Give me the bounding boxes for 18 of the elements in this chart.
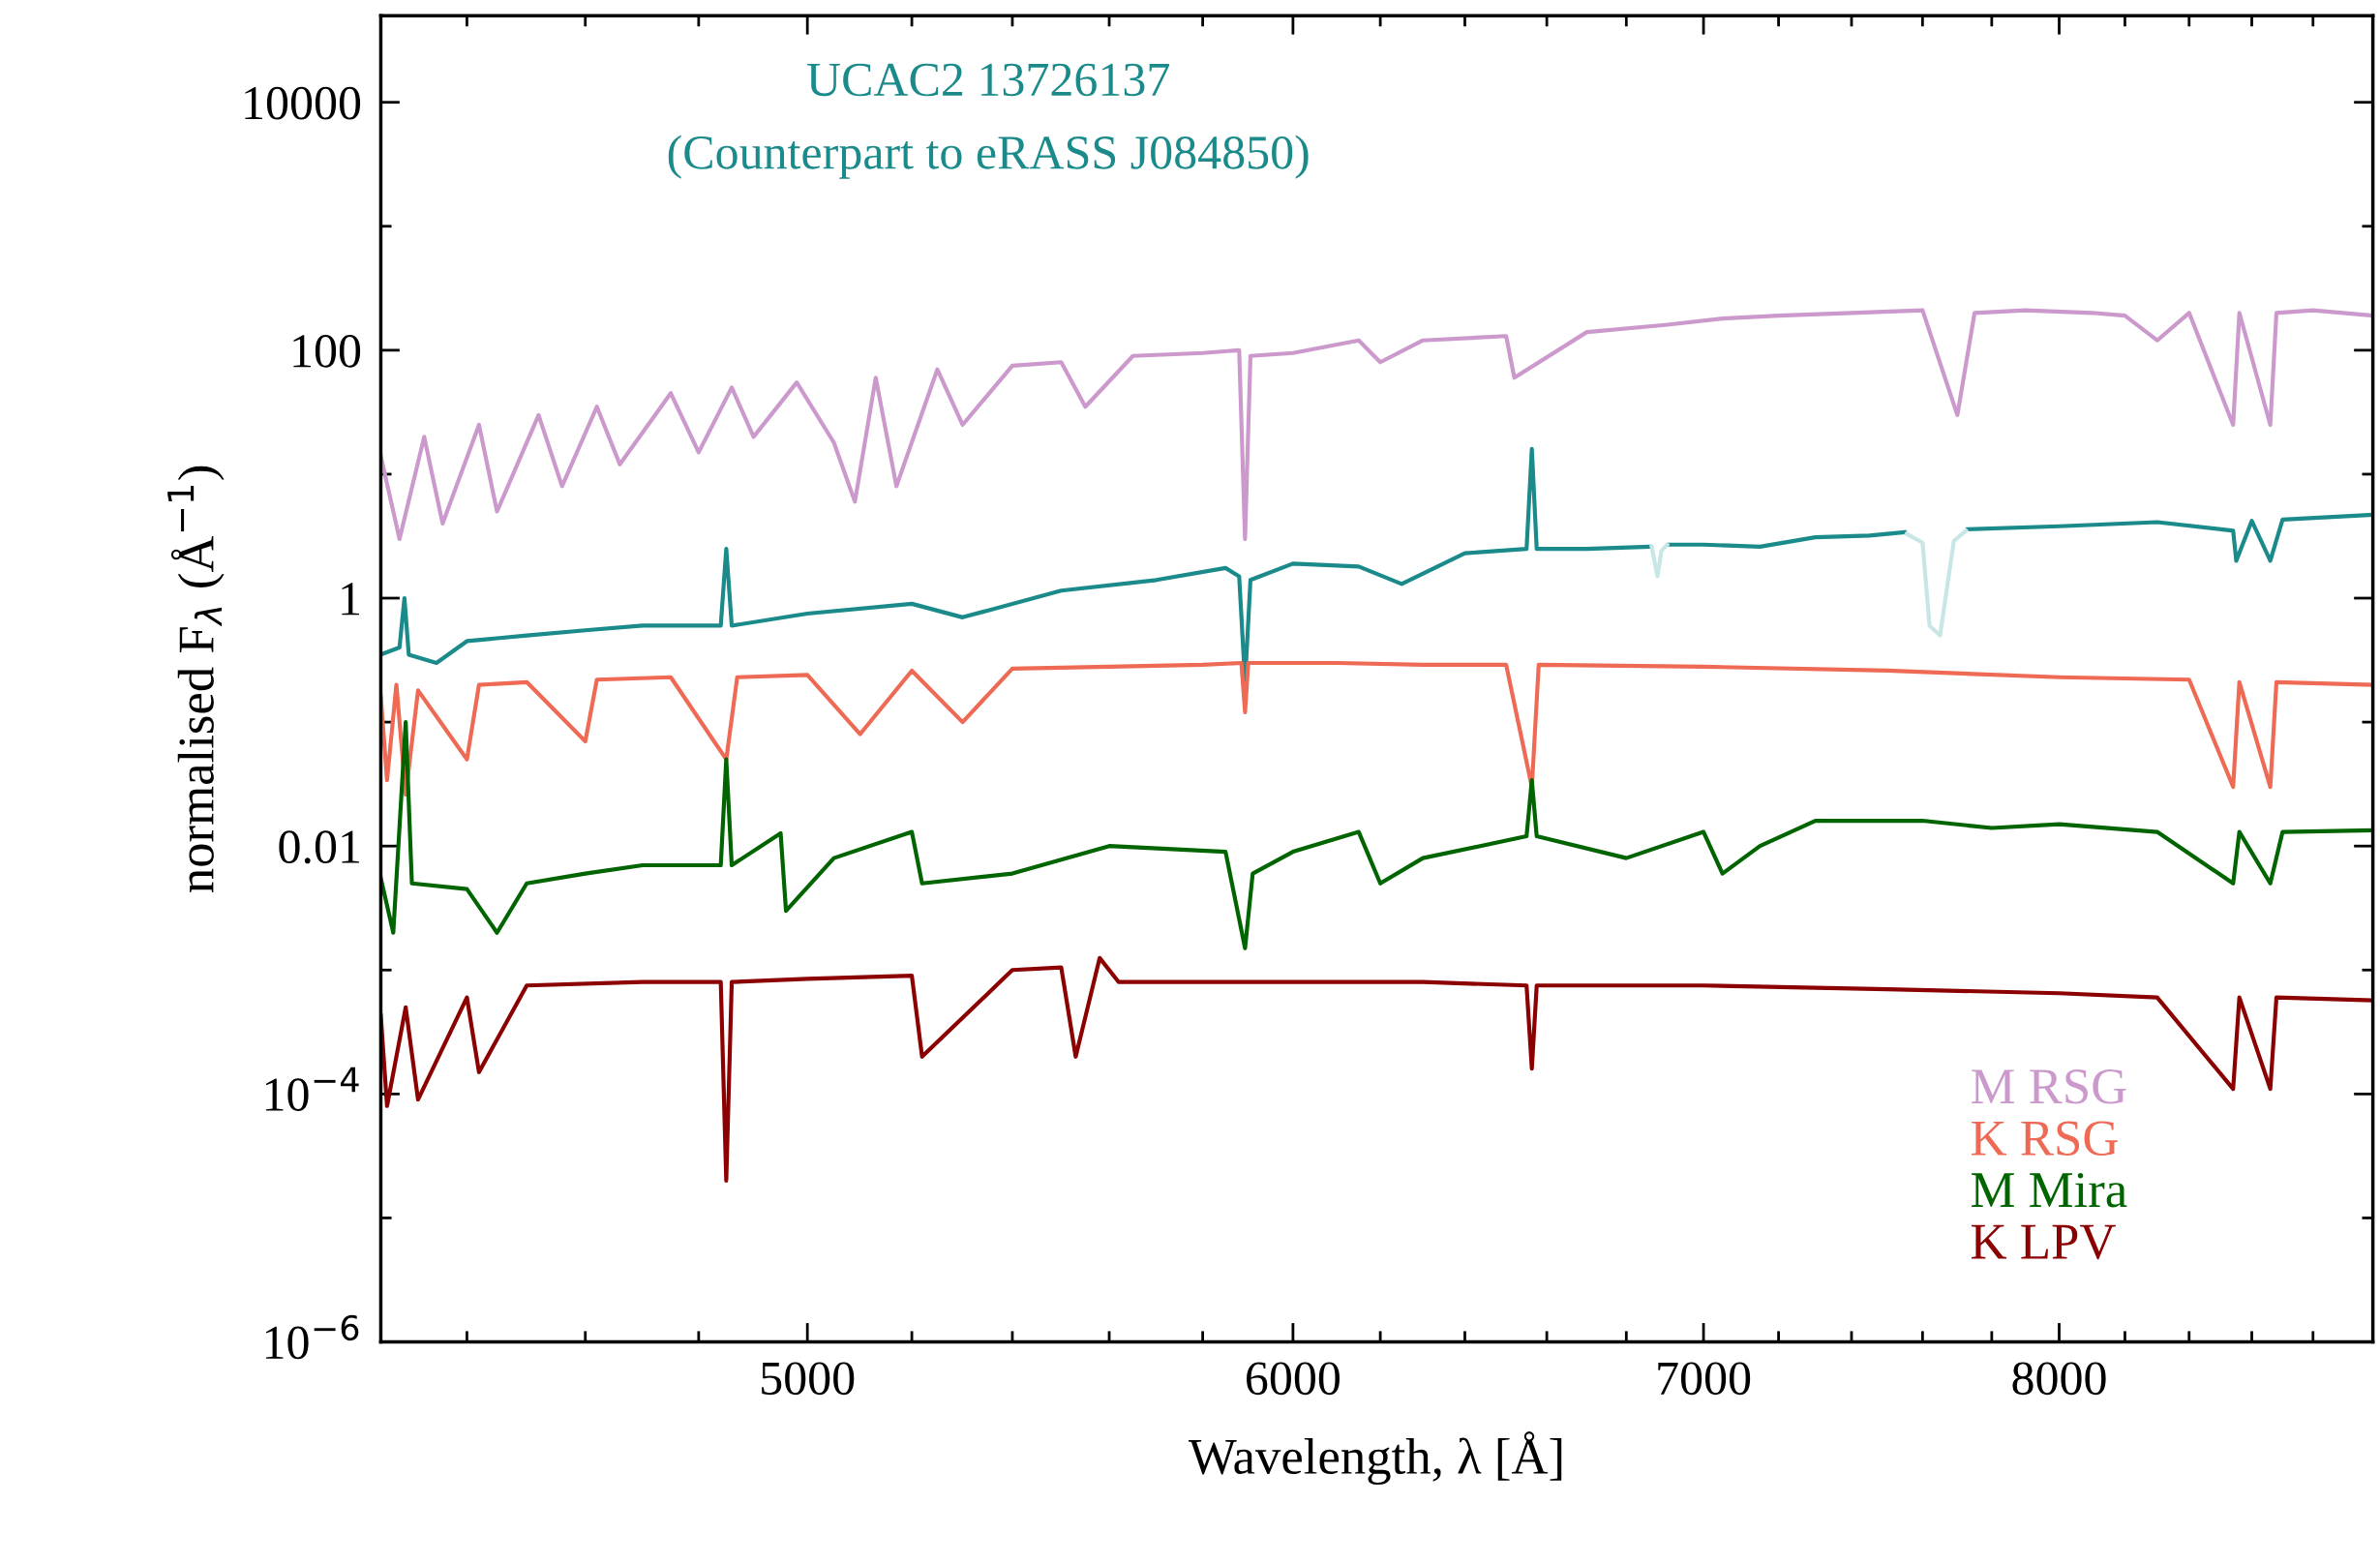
y-tick-label: 1	[342, 583, 359, 616]
text: K RSG	[1972, 1121, 2118, 1156]
x-tick-label: 6000	[1247, 1362, 1340, 1396]
x-axis-title: Wavelength, λ [Å]	[1188, 1431, 1562, 1485]
text: M RSG	[1972, 1069, 2126, 1104]
y-tick-label: 10000	[245, 86, 361, 120]
text: UCAC2 13726137	[807, 63, 1169, 97]
x-tick-label: 5000	[762, 1362, 855, 1396]
x-tick-label: 7000	[1658, 1362, 1751, 1396]
text: (Counterpart to eRASS J084850)	[668, 135, 1309, 179]
y-tick-label: 10$^{−6}$	[265, 1314, 359, 1360]
y-tick-label: 0.01	[279, 830, 359, 864]
text: K LPV	[1972, 1224, 2116, 1260]
y-tick-label: 100	[293, 334, 361, 368]
y-axis-title: normalised F$_{λ}$ (Å$^{−1}$)	[167, 466, 225, 893]
x-tick-label: 8000	[2012, 1362, 2106, 1396]
text: M Mira	[1972, 1172, 2127, 1208]
y-tick-label: 10$^{−4}$	[265, 1067, 359, 1111]
